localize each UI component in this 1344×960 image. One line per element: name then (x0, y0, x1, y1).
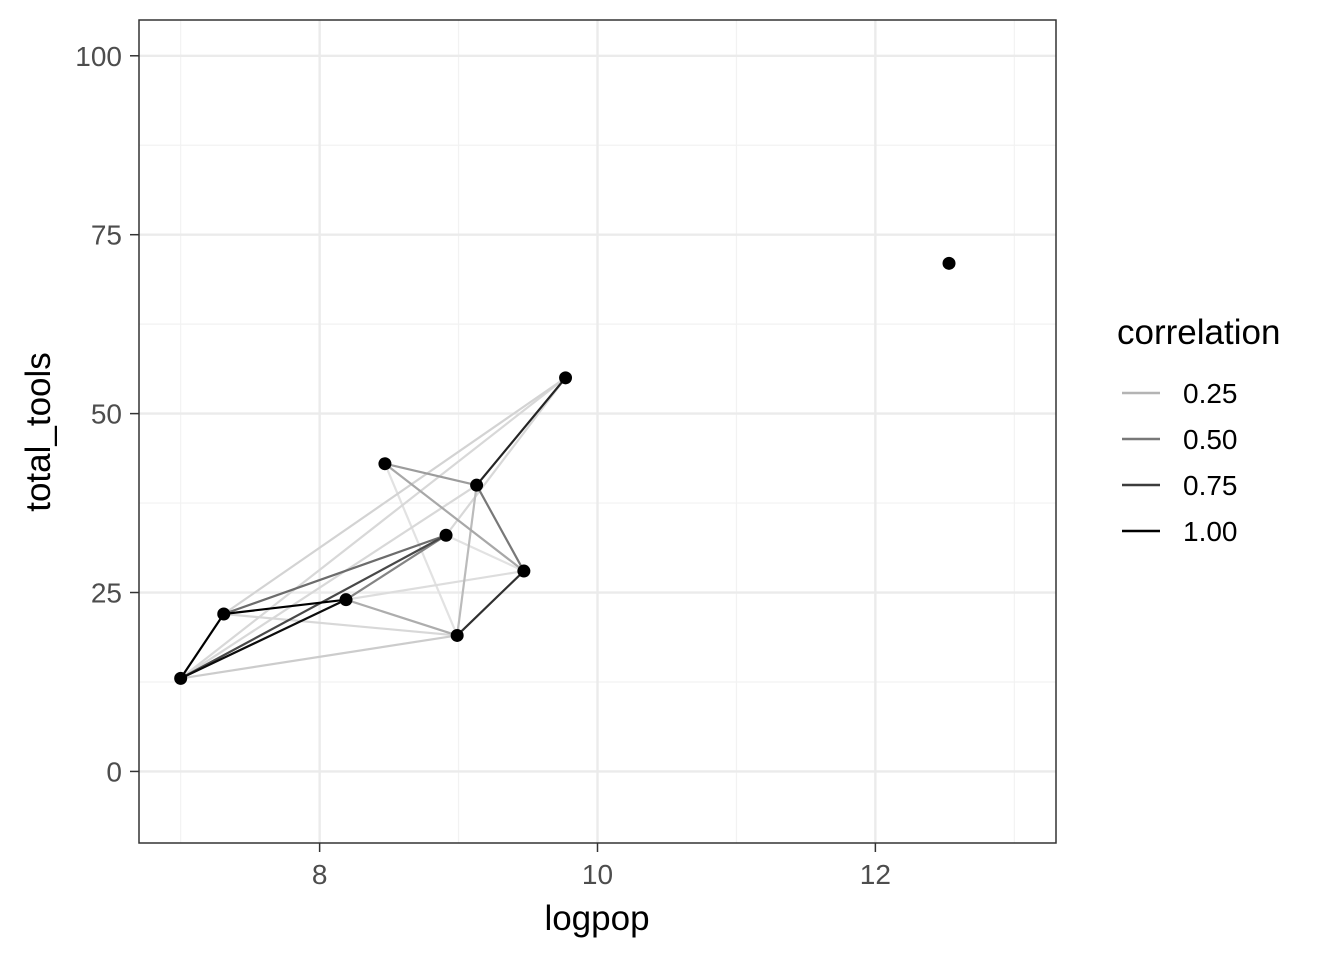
correlation-edge (445, 377, 567, 536)
y-axis-title: total_tools (19, 352, 58, 512)
correlation-edge (345, 569, 525, 601)
legend-label: 0.25 (1183, 378, 1238, 409)
correlation-edge (223, 612, 458, 637)
correlation-edge (180, 598, 347, 680)
legend-label: 1.00 (1183, 516, 1238, 547)
correlation-edge (345, 598, 458, 637)
data-point (174, 671, 188, 685)
correlation-edge (180, 484, 478, 680)
legend-entries: 0.25 0.50 0.75 1.00 (1122, 378, 1238, 547)
correlation-edge (180, 634, 458, 680)
data-point (439, 528, 453, 542)
x-tick-label: 10 (582, 859, 613, 890)
legend-title: correlation (1117, 313, 1280, 352)
correlation-edge (345, 534, 447, 601)
legend-label: 0.75 (1183, 470, 1238, 501)
correlation-edge (475, 484, 525, 572)
y-tick-label: 75 (91, 220, 122, 251)
x-tick-label: 12 (860, 859, 891, 890)
correlation-edge (384, 462, 525, 572)
y-axis-ticks: 0 25 50 75 100 (75, 41, 139, 787)
x-tick-label: 8 (312, 859, 328, 890)
correlation-edges (179, 376, 567, 680)
y-tick-label: 25 (91, 578, 122, 609)
x-axis-ticks: 8 10 12 (312, 843, 891, 890)
correlation-edge (223, 598, 347, 616)
correlation-edge (456, 570, 525, 637)
data-point (450, 628, 464, 642)
correlation-edge (475, 377, 567, 486)
data-point (378, 457, 392, 471)
data-point (470, 478, 484, 492)
data-point (942, 256, 956, 270)
grid-major-lines (139, 20, 1056, 843)
data-point (339, 593, 353, 607)
data-point (517, 564, 531, 578)
legend-label: 0.50 (1183, 424, 1238, 455)
x-axis-title: logpop (544, 899, 649, 938)
legend: correlation 0.25 0.50 0.75 1.00 (1117, 313, 1280, 547)
correlation-edge (180, 534, 447, 680)
y-tick-label: 0 (106, 756, 122, 787)
correlation-edge (223, 376, 567, 615)
y-tick-label: 100 (75, 41, 122, 72)
data-point (559, 371, 573, 385)
y-tick-label: 50 (91, 399, 122, 430)
data-point (217, 607, 231, 621)
data-points (174, 256, 956, 685)
correlation-edge (456, 485, 478, 636)
correlation-edge (384, 462, 477, 487)
correlation-edge (223, 534, 447, 616)
correlation-edge (179, 613, 225, 680)
correlation-edge (180, 376, 567, 680)
correlation-edge (445, 534, 525, 573)
